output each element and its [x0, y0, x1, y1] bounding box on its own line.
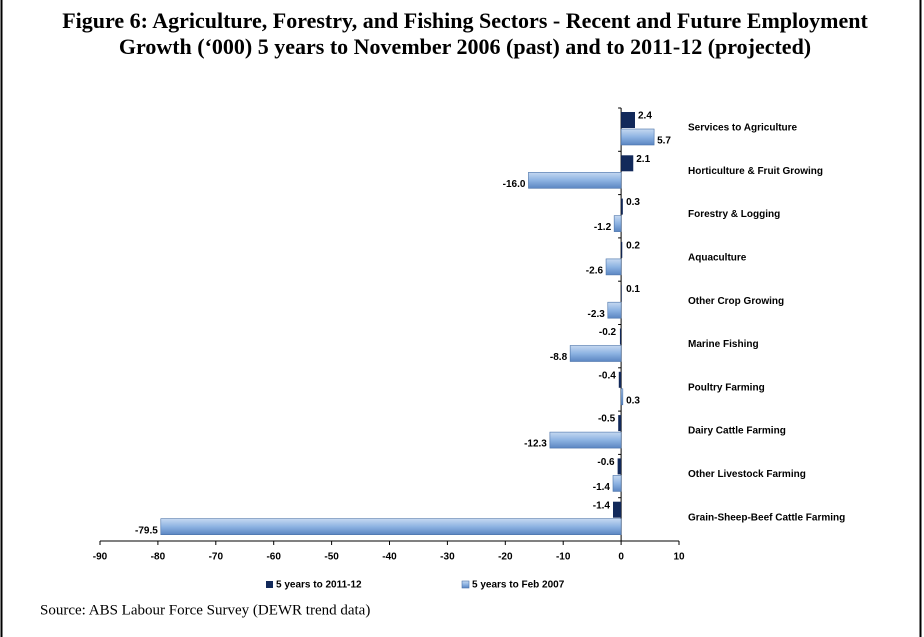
x-tick-label: -60	[266, 552, 281, 563]
data-label: -0.6	[597, 457, 615, 468]
data-label: -2.6	[586, 266, 604, 277]
data-label: -8.8	[550, 352, 568, 363]
legend-label: 5 years to Feb 2007	[472, 580, 565, 591]
bar	[612, 475, 622, 492]
bar	[617, 458, 622, 475]
bar	[618, 371, 622, 388]
legend-swatch	[266, 581, 273, 588]
data-label: -1.4	[593, 500, 611, 511]
category-label: Forestry & Logging	[688, 209, 780, 220]
data-label: -2.3	[588, 309, 606, 320]
data-label: -0.4	[599, 370, 617, 381]
bar	[605, 258, 622, 276]
category-label: Services to Agriculture	[688, 123, 798, 134]
data-label: 2.1	[636, 154, 650, 165]
bar	[620, 388, 624, 406]
x-tick-label: -70	[209, 552, 224, 563]
category-label: Other Crop Growing	[688, 296, 784, 307]
x-tick-label: -10	[556, 552, 571, 563]
bar	[621, 155, 634, 172]
x-tick-label: 0	[618, 552, 624, 563]
source: Source: ABS Labour Force Survey (DEWR tr…	[40, 602, 370, 618]
data-label: 0.3	[626, 395, 640, 406]
chart-title: Figure 6: Agriculture, Forestry, and Fis…	[62, 8, 868, 59]
data-label: -16.0	[503, 179, 526, 190]
x-tick-label: 10	[673, 552, 685, 563]
bar	[618, 415, 622, 432]
data-label: -1.4	[593, 482, 611, 493]
bar	[621, 112, 635, 128]
x-tick-label: -80	[151, 552, 166, 563]
bar	[569, 345, 622, 362]
bar	[620, 128, 655, 146]
data-label: 5.7	[657, 136, 671, 147]
data-label: -1.2	[594, 222, 612, 233]
bar	[621, 198, 623, 215]
x-tick-label: -30	[440, 552, 455, 563]
bar	[160, 518, 622, 536]
bar	[549, 431, 622, 449]
bar	[621, 285, 622, 302]
category-label: Marine Fishing	[688, 339, 759, 350]
data-label: 2.4	[638, 111, 652, 122]
data-label: -79.5	[135, 525, 158, 536]
data-label: 0.2	[626, 241, 640, 252]
category-label: Other Livestock Farming	[688, 469, 806, 480]
bar	[619, 328, 622, 345]
category-label: Horticulture & Fruit Growing	[688, 166, 823, 177]
x-tick-label: -20	[498, 552, 513, 563]
data-label: -0.5	[598, 414, 616, 425]
category-label: Dairy Cattle Farming	[688, 426, 786, 437]
data-label: 0.1	[626, 284, 640, 295]
legend-swatch	[461, 580, 470, 589]
category-label: Aquaculture	[688, 253, 747, 264]
bar	[612, 501, 622, 518]
data-label: -12.3	[524, 439, 547, 450]
bar	[528, 172, 622, 189]
bar	[613, 215, 622, 232]
x-tick-label: -50	[324, 552, 339, 563]
legend-label: 5 years to 2011-12	[276, 580, 362, 591]
category-label: Poultry Farming	[688, 382, 765, 393]
bar	[607, 301, 622, 319]
x-tick-label: -90	[93, 552, 108, 563]
data-label: 0.3	[626, 197, 640, 208]
category-label: Grain-Sheep-Beef Cattle Farming	[688, 512, 845, 523]
x-tick-label: -40	[382, 552, 397, 563]
data-label: -0.2	[599, 327, 617, 338]
bar	[621, 241, 623, 258]
